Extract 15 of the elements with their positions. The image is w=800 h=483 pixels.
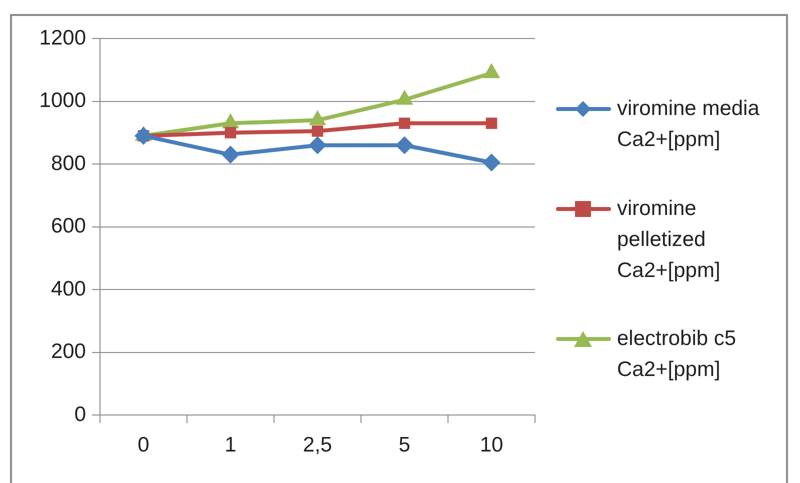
y-tick-label: 200 [50, 340, 86, 364]
y-tick-label: 800 [50, 152, 86, 175]
legend-label: viromine pelletized Ca2+[ppm] [617, 196, 720, 284]
legend-label: viromine media Ca2+[ppm] [617, 96, 760, 153]
legend-label: electrobib c5 Ca2+[ppm] [617, 326, 736, 383]
y-tick-label: 600 [50, 214, 86, 238]
y-tick-label: 1200 [39, 26, 86, 50]
y-tick-label: 0 [74, 402, 86, 426]
y-tick-label: 400 [50, 277, 86, 300]
x-tick-label: 0 [138, 433, 150, 456]
y-tick-label: 1000 [39, 89, 86, 112]
x-tick-label: 1 [224, 433, 236, 456]
x-tick-label: 5 [398, 433, 410, 456]
x-tick-label: 10 [480, 433, 504, 456]
x-tick-label: 2,5 [302, 433, 332, 456]
